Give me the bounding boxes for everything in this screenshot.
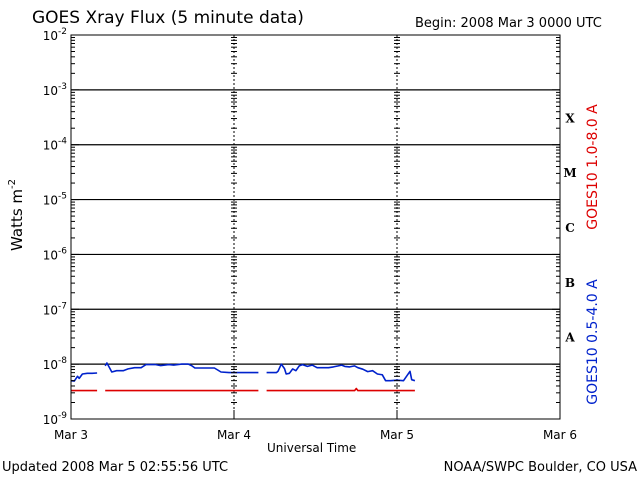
flare-class-label: B: [565, 276, 575, 290]
flare-class-label: A: [564, 331, 575, 345]
credit-label: NOAA/SWPC Boulder, CO USA: [443, 460, 637, 475]
y-tick-label: 10-8: [43, 356, 68, 372]
flare-class-label: M: [563, 166, 576, 180]
series-line: [104, 362, 259, 374]
y-tick-label: 10-3: [43, 82, 67, 98]
y-axis-title: Watts m-2: [7, 179, 26, 251]
x-axis-title: Universal Time: [267, 441, 357, 455]
y-tick-label: 10-4: [43, 137, 68, 153]
y-tick-label: 10-7: [43, 301, 67, 317]
grid: [71, 35, 560, 419]
y-tick-label: 10-5: [43, 192, 67, 208]
chart-title: GOES Xray Flux (5 minute data): [32, 8, 304, 28]
series-layer: [70, 362, 416, 392]
plot-frame: [70, 34, 561, 420]
updated-timestamp: Updated 2008 Mar 5 02:55:56 UTC: [2, 460, 229, 475]
begin-label: Begin: 2008 Mar 3 0000 UTC: [415, 16, 602, 31]
x-tick-label: Mar 5: [380, 428, 414, 442]
series-line: [70, 372, 98, 382]
flare-class-label: X: [565, 111, 575, 125]
x-tick-label: Mar 4: [217, 428, 251, 442]
x-tick-label: Mar 6: [543, 428, 577, 442]
y-tick-label: 10-6: [43, 246, 68, 262]
series-line: [266, 387, 415, 392]
axis-labels: Mar 3 Mar 4 Mar 5 Mar 6 10-9 10-8 10-7 10-6 10-5…: [7, 27, 601, 442]
series-line: [266, 363, 416, 382]
y-tick-label: 10-9: [43, 411, 68, 427]
legend-entry: GOES10 0.5-4.0 A: [585, 279, 601, 405]
x-tick-label: Mar 3: [54, 428, 88, 442]
axis-ticks: [70, 34, 561, 420]
flare-class-label: C: [565, 221, 575, 235]
legend-entry: GOES10 1.0-8.0 A: [585, 104, 601, 230]
y-tick-label: 10-2: [43, 27, 67, 43]
